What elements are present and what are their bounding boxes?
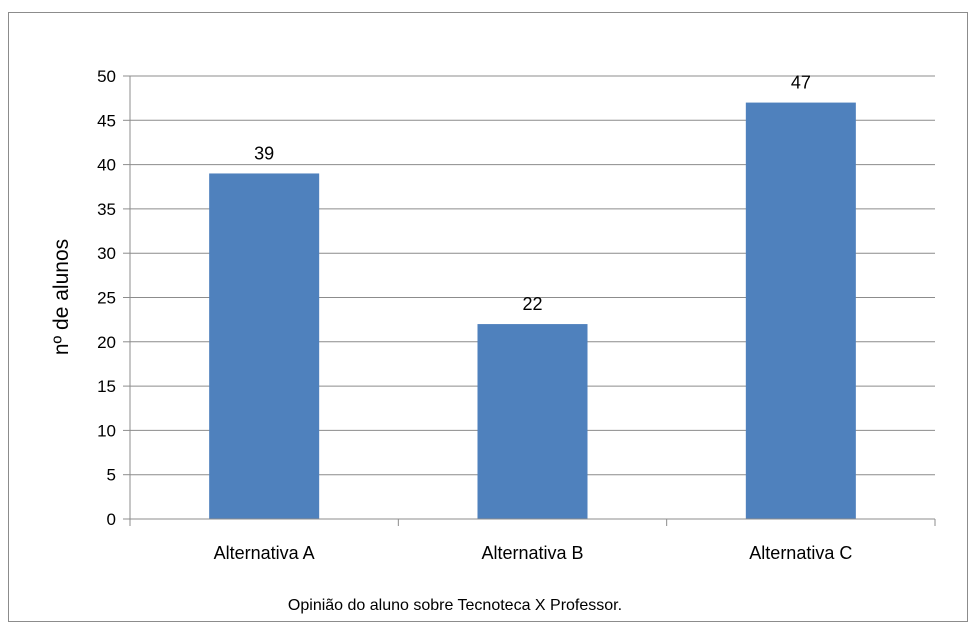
- chart-caption: Opinião do aluno sobre Tecnoteca X Profe…: [288, 597, 622, 614]
- y-tick-label: 35: [97, 200, 116, 219]
- y-tick-label: 25: [97, 289, 116, 308]
- y-tick-label: 30: [97, 244, 116, 263]
- x-category-label: Alternativa B: [481, 543, 583, 563]
- bar-alternativa-b: [477, 324, 588, 519]
- data-label: 47: [791, 73, 811, 93]
- y-tick-label: 40: [97, 156, 116, 175]
- y-tick-label: 20: [97, 333, 116, 352]
- y-tick-label: 0: [107, 510, 116, 529]
- y-tick-label: 10: [97, 421, 116, 440]
- data-label: 22: [522, 294, 542, 314]
- y-axis-title: nº de alunos: [50, 239, 73, 355]
- bar-alternativa-a: [209, 173, 320, 519]
- y-tick-label: 50: [97, 67, 116, 86]
- y-tick-label: 15: [97, 377, 116, 396]
- x-category-label: Alternativa C: [749, 543, 852, 563]
- y-tick-label: 5: [107, 466, 116, 485]
- data-label: 39: [254, 143, 274, 163]
- y-tick-label: 45: [97, 111, 116, 130]
- bar-alternativa-c: [745, 102, 856, 519]
- x-category-label: Alternativa A: [214, 543, 315, 563]
